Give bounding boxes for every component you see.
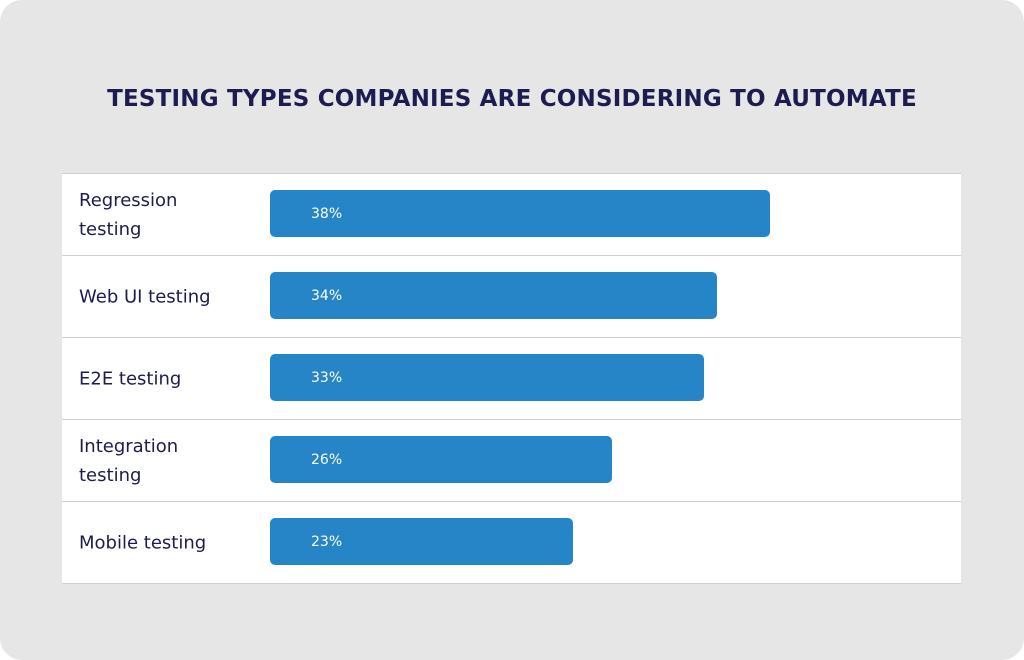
- value-label: 34%: [311, 287, 343, 304]
- category-label: Mobile testing: [79, 532, 207, 553]
- bar: 38%: [270, 190, 770, 237]
- bar: 33%: [270, 354, 705, 401]
- category-label: E2E testing: [79, 368, 182, 389]
- table-row: Web UI testing 34%: [62, 256, 961, 338]
- category-label: Integration testing: [79, 435, 179, 486]
- value-label: 23%: [311, 533, 343, 550]
- bar: 23%: [270, 518, 573, 565]
- category-label: Web UI testing: [79, 286, 211, 307]
- value-label: 26%: [311, 451, 343, 468]
- chart-title: TESTING TYPES COMPANIES ARE CONSIDERING …: [107, 86, 917, 112]
- category-label: Regression testing: [79, 189, 178, 240]
- table-row: Mobile testing 23%: [62, 502, 961, 584]
- table-row: Integration testing 26%: [62, 420, 961, 502]
- bar: 26%: [270, 436, 613, 483]
- value-label: 33%: [311, 369, 343, 386]
- table-row: Regression testing 38%: [62, 174, 961, 256]
- table-row: E2E testing 33%: [62, 338, 961, 420]
- value-label: 38%: [311, 205, 343, 222]
- bar: 34%: [270, 272, 718, 319]
- chart-table: Regression testing 38% Web UI testing 34% E2…: [62, 173, 961, 584]
